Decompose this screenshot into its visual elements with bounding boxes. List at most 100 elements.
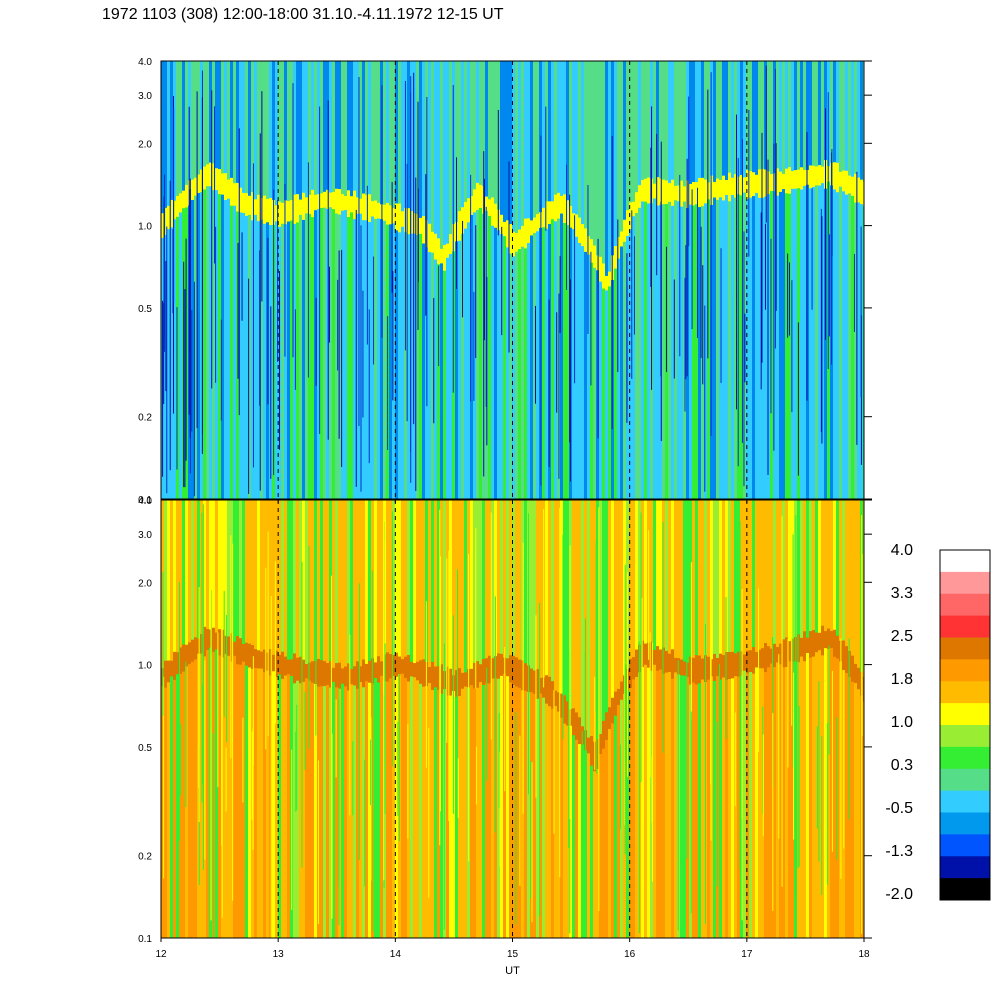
lower-spectrogram-panel <box>161 500 864 938</box>
heatmap-streak <box>381 85 383 338</box>
heatmap-band-cell <box>707 182 710 200</box>
heatmap-band-cell <box>752 172 755 197</box>
heatmap-cell <box>557 61 560 200</box>
heatmap-cell <box>638 61 641 191</box>
heatmap-cell <box>557 707 560 938</box>
heatmap-cell <box>788 186 791 499</box>
heatmap-band-cell <box>317 658 320 687</box>
heatmap-streak <box>191 310 193 432</box>
heatmap-cell <box>479 500 482 668</box>
heatmap-streak <box>163 676 165 879</box>
heatmap-cell <box>314 208 317 499</box>
heatmap-streak <box>562 534 564 740</box>
heatmap-cell <box>671 500 674 658</box>
heatmap-streak <box>720 248 722 383</box>
heatmap-cell <box>374 676 377 938</box>
heatmap-band-cell <box>542 207 545 228</box>
heatmap-streak <box>795 515 797 897</box>
heatmap-streak <box>530 761 532 899</box>
heatmap-cell <box>719 194 722 499</box>
heatmap-cell <box>527 684 530 938</box>
heatmap-band-cell <box>341 194 344 211</box>
heatmap-cell <box>725 500 728 660</box>
x-tick-label: 18 <box>858 949 870 960</box>
heatmap-cell <box>860 61 863 186</box>
heatmap-cell <box>674 671 677 938</box>
heatmap-cell <box>230 197 233 499</box>
heatmap-cell <box>311 61 314 198</box>
heatmap-cell <box>833 649 836 938</box>
heatmap-cell <box>512 676 515 938</box>
heatmap-streak <box>457 758 459 819</box>
heatmap-cell <box>848 500 851 659</box>
heatmap-cell <box>299 61 302 202</box>
heatmap-band-cell <box>854 173 857 203</box>
heatmap-cell <box>851 674 854 938</box>
heatmap-cell <box>161 61 164 220</box>
heatmap-cell <box>641 500 644 648</box>
heatmap-cell <box>833 61 836 170</box>
heatmap-streak <box>294 309 296 390</box>
heatmap-band-cell <box>362 193 365 221</box>
heatmap-cell <box>251 212 254 499</box>
heatmap-cell <box>704 61 707 186</box>
heatmap-cell <box>494 500 497 662</box>
heatmap-cell <box>548 61 551 207</box>
heatmap-cell <box>407 674 410 938</box>
heatmap-band-cell <box>656 176 659 206</box>
heatmap-band-cell <box>311 189 314 218</box>
heatmap-cell <box>386 61 389 208</box>
heatmap-streak <box>685 245 687 380</box>
heatmap-band-cell <box>224 173 227 200</box>
heatmap-cell <box>212 182 215 499</box>
heatmap-band-cell <box>743 654 746 671</box>
heatmap-band-cell <box>278 201 281 227</box>
heatmap-band-cell <box>524 218 527 249</box>
heatmap-cell <box>284 218 287 499</box>
heatmap-cell <box>422 500 425 667</box>
heatmap-cell <box>647 61 650 185</box>
heatmap-cell <box>248 500 251 650</box>
heatmap-cell <box>518 61 521 234</box>
heatmap-band-cell <box>506 220 509 248</box>
heatmap-cell <box>797 500 800 643</box>
heatmap-cell <box>806 61 809 172</box>
heatmap-cell <box>524 61 527 228</box>
heatmap-band-cell <box>749 650 752 673</box>
heatmap-cell <box>563 715 566 938</box>
heatmap-band-cell <box>836 162 839 193</box>
heatmap-cell <box>722 672 725 938</box>
heatmap-cell <box>218 187 221 499</box>
heatmap-cell <box>494 221 497 499</box>
heatmap-streak <box>519 735 521 886</box>
heatmap-band-cell <box>662 179 665 205</box>
heatmap-cell <box>491 61 494 206</box>
heatmap-band-cell <box>590 736 593 766</box>
heatmap-cell <box>281 500 284 660</box>
heatmap-band-cell <box>227 636 230 656</box>
heatmap-streak <box>220 319 222 421</box>
heatmap-cell <box>194 61 197 181</box>
heatmap-cell <box>458 231 461 499</box>
heatmap-band-cell <box>410 210 413 234</box>
heatmap-cell <box>857 684 860 938</box>
heatmap-band-cell <box>410 661 413 677</box>
heatmap-cell <box>665 500 668 656</box>
heatmap-cell <box>446 256 449 499</box>
heatmap-cell <box>431 248 434 499</box>
heatmap-cell <box>356 681 359 938</box>
heatmap-cell <box>227 652 230 938</box>
heatmap-band-cell <box>689 656 692 685</box>
heatmap-band-cell <box>218 629 221 656</box>
heatmap-cell <box>350 500 353 671</box>
heatmap-cell <box>629 500 632 668</box>
heatmap-streak <box>296 704 298 811</box>
heatmap-cell <box>347 500 350 671</box>
heatmap-streak <box>252 163 254 468</box>
heatmap-cell <box>278 500 281 659</box>
heatmap-band-cell <box>743 177 746 193</box>
heatmap-cell <box>692 199 695 499</box>
heatmap-cell <box>257 61 260 202</box>
heatmap-band-cell <box>716 178 719 200</box>
heatmap-band-cell <box>596 739 599 769</box>
